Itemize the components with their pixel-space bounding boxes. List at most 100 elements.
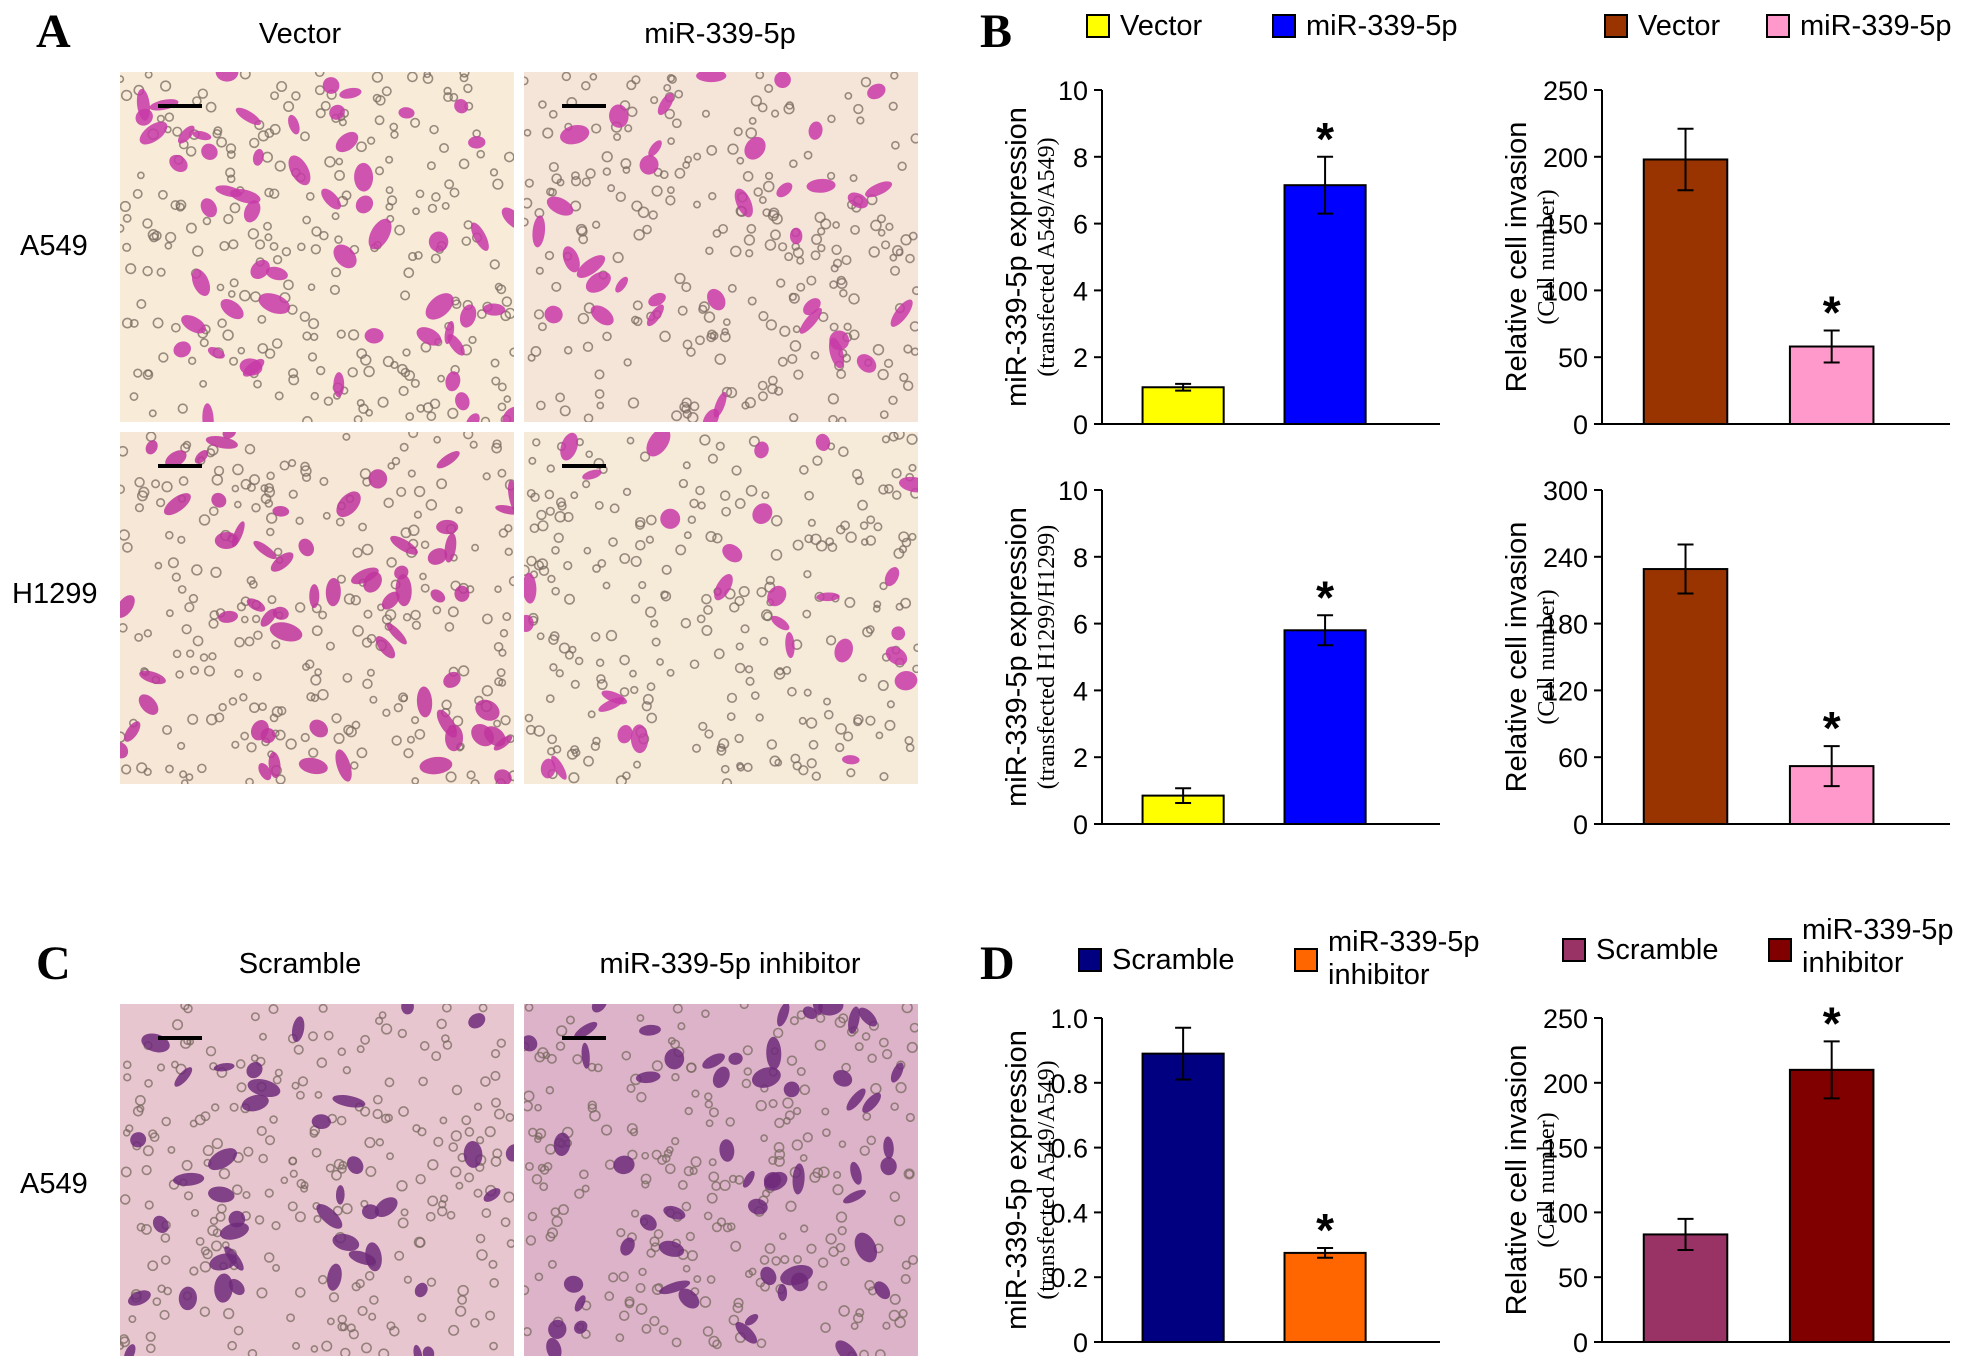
y-tick-label: 4 [1073,276,1088,306]
bar-control [1642,158,1729,426]
y-axis-sublabel: (transfected A549/A549) [1034,137,1060,376]
y-tick-label: 0.6 [1050,1134,1088,1164]
legend-swatch-scramble-purple [1562,938,1586,962]
legend-swatch-mir-blue [1272,14,1296,38]
y-tick-label: 0 [1573,810,1588,840]
bar-treatment [1283,629,1367,825]
bar-treatment [1788,1068,1875,1343]
significance-marker: * [1316,571,1334,623]
y-tick-label: 200 [1543,1069,1588,1099]
y-tick-label: 6 [1073,210,1088,240]
legend-label-scramble: Scramble [1112,944,1235,976]
y-tick-label: 0 [1073,1328,1088,1358]
legend-swatch-vector-yellow [1086,14,1110,38]
panel-letter-a: A [36,5,71,58]
y-axis-sublabel: (Cell number) [1534,1112,1560,1247]
column-label-mir-339-5p: miR-339-5p [644,18,796,50]
y-tick-label: 0 [1073,810,1088,840]
chart-b-bottom-left: miR-339-5p expression (transfected H1299/… [1001,476,1440,840]
y-tick-label: 100 [1543,276,1588,306]
y-tick-label: 180 [1543,610,1588,640]
significance-marker: * [1316,113,1334,165]
y-tick-label: 8 [1073,143,1088,173]
legend-swatch-inhibitor-darkred [1768,938,1792,962]
y-tick-label: 2 [1073,343,1088,373]
legend-label-inhibitor: miR-339-5p inhibitor [1328,926,1480,992]
y-tick-label: 0.8 [1050,1069,1088,1099]
y-tick-label: 2 [1073,743,1088,773]
panel-letter-d: D [980,937,1015,990]
legend-swatch-vector-brown [1604,14,1628,38]
y-tick-label: 300 [1543,476,1588,506]
significance-marker: * [1823,997,1841,1049]
column-label-scramble: Scramble [238,948,362,980]
row-label-a549: A549 [20,230,88,262]
y-tick-label: 120 [1543,676,1588,706]
y-tick-label: 50 [1558,343,1588,373]
y-tick-label: 250 [1543,1004,1588,1034]
legend-swatch-scramble-navy [1078,948,1102,972]
y-axis-label: miR-339-5p expression [1001,507,1033,807]
y-tick-label: 150 [1543,1134,1588,1164]
y-tick-label: 10 [1058,76,1088,106]
chart-d-left: miR-339-5p expression (transfected A549/A… [1001,1004,1440,1358]
bar-treatment [1283,1251,1367,1343]
y-tick-label: 0 [1073,410,1088,440]
chart-b-bottom-right: Relative cell invasion (Cell number) 0 60 12… [1501,476,1950,840]
row-label-a549-c: A549 [20,1168,88,1200]
y-axis-label: Relative cell invasion [1501,1045,1533,1316]
y-tick-label: 4 [1073,676,1088,706]
legend-label-mir-339-5p-right: miR-339-5p [1800,10,1952,42]
y-axis-sublabel: (Cell number) [1534,589,1560,724]
chart-d-right: Relative cell invasion (Cell number) 0 50 10… [1501,997,1950,1358]
y-axis-label: Relative cell invasion [1501,522,1533,793]
bar-treatment [1283,184,1367,425]
legend-label-vector-right: Vector [1638,10,1721,42]
y-tick-label: 1.0 [1050,1004,1088,1034]
bar-control [1642,1233,1729,1344]
y-tick-label: 240 [1543,543,1588,573]
y-tick-label: 0.2 [1050,1263,1088,1293]
y-tick-label: 10 [1058,476,1088,506]
y-axis-sublabel: (transfected H1299/H1299) [1034,525,1060,790]
chart-b-top-left: miR-339-5p expression (transfected A549/A… [1001,76,1440,440]
chart-b-top-right: Relative cell invasion (Cell number) 0 50 10… [1501,76,1950,440]
micrograph-a549-vector [120,72,514,422]
y-axis-sublabel: (transfected A549/A549) [1034,1060,1060,1299]
y-tick-label: 0 [1573,410,1588,440]
y-tick-label: 0.4 [1050,1198,1088,1228]
micrograph-c-scramble [120,1004,514,1356]
y-tick-label: 250 [1543,76,1588,106]
micrograph-a549-mir [524,72,918,422]
legend-swatch-inhibitor-orange [1294,948,1318,972]
y-axis-label: Relative cell invasion [1501,122,1533,393]
y-tick-label: 50 [1558,1263,1588,1293]
y-tick-label: 60 [1558,743,1588,773]
y-tick-label: 8 [1073,543,1088,573]
legend-label-inhibitor-right: miR-339-5p inhibitor [1802,914,1954,980]
y-axis-label: miR-339-5p expression [1001,107,1033,407]
significance-marker: * [1823,286,1841,338]
bar-control [1141,1052,1225,1343]
y-tick-label: 6 [1073,610,1088,640]
y-tick-label: 200 [1543,143,1588,173]
micrograph-c-inhibitor [524,1004,918,1356]
bar-control [1141,386,1225,426]
y-axis-sublabel: (Cell number) [1534,189,1560,324]
significance-marker: * [1316,1204,1334,1256]
legend-swatch-mir-pink [1766,14,1790,38]
y-tick-label: 100 [1543,1198,1588,1228]
y-tick-label: 0 [1573,1328,1588,1358]
panel-letter-b: B [980,5,1013,58]
row-label-h1299: H1299 [12,578,98,610]
panel-letter-c: C [36,937,71,990]
significance-marker: * [1823,702,1841,754]
column-label-vector: Vector [258,18,342,50]
legend-label-vector: Vector [1120,10,1203,42]
column-label-mir-inhibitor: miR-339-5p inhibitor [599,948,861,980]
y-tick-label: 150 [1543,210,1588,240]
legend-label-mir-339-5p: miR-339-5p [1306,10,1458,42]
bar-control [1642,568,1729,826]
micrograph-h1299-vector [120,432,514,784]
y-axis-label: miR-339-5p expression [1001,1030,1033,1330]
